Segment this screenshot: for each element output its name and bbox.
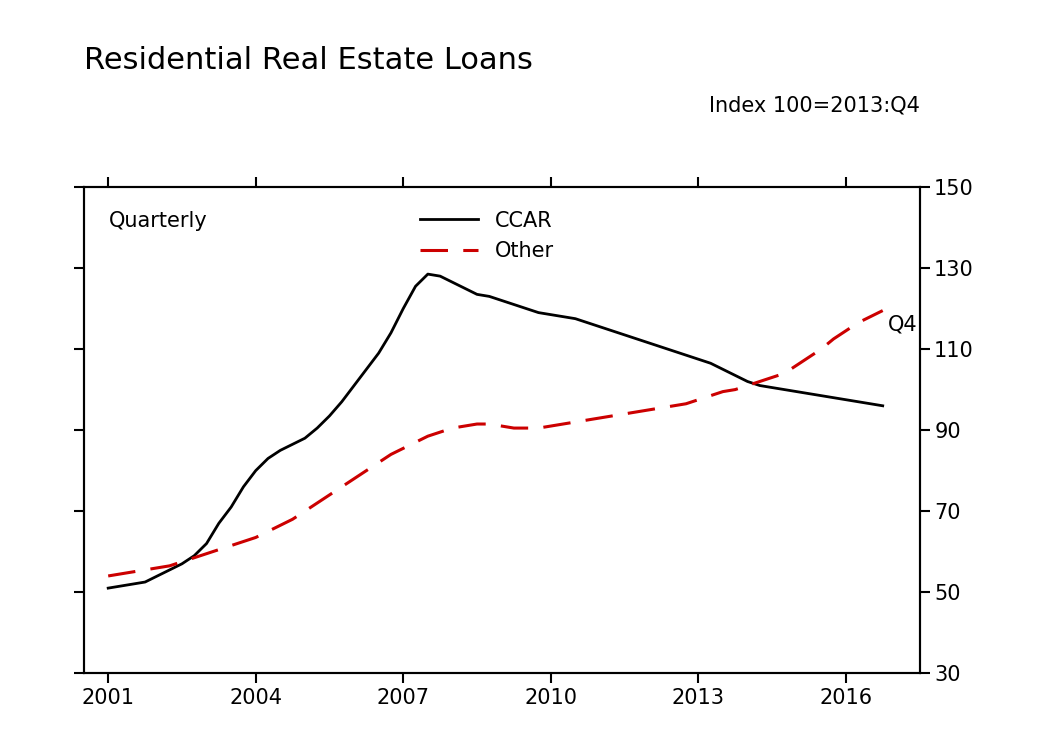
Legend: CCAR, Other: CCAR, Other (412, 202, 562, 269)
Text: Index 100=2013:Q4: Index 100=2013:Q4 (709, 96, 920, 116)
Text: Q4: Q4 (887, 315, 918, 335)
Text: Quarterly: Quarterly (109, 212, 207, 231)
Text: Residential Real Estate Loans: Residential Real Estate Loans (84, 46, 533, 75)
